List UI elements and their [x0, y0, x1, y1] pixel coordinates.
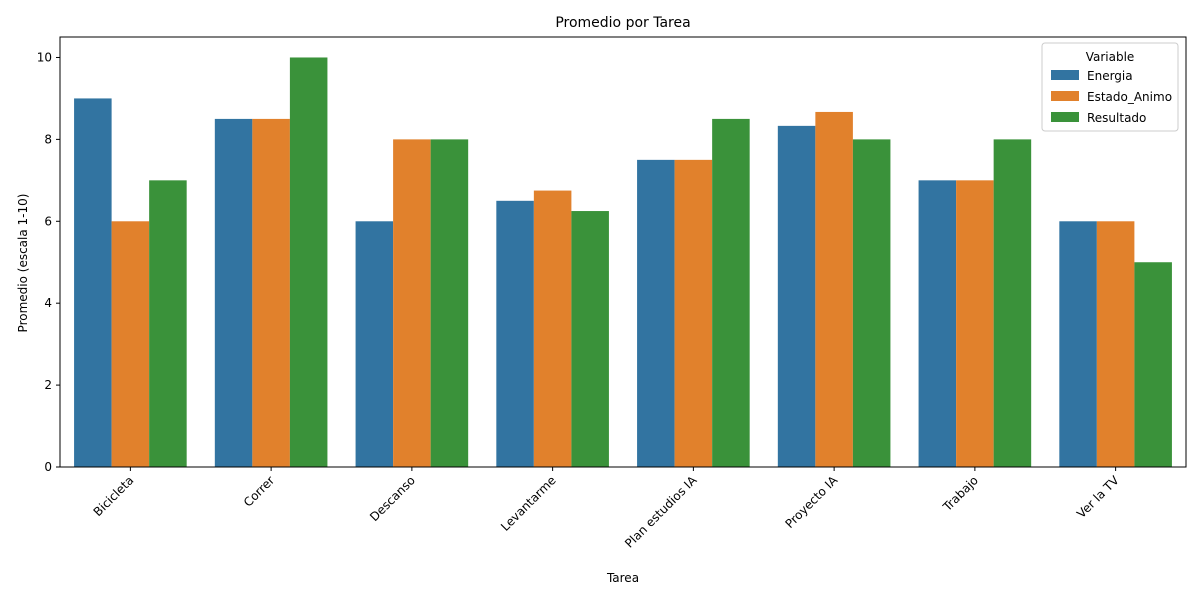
x-tick-label: Levantarme	[498, 473, 559, 534]
bar-estado-animo	[111, 221, 150, 467]
bar-estado-animo	[1096, 221, 1135, 467]
x-axis-title: Tarea	[606, 571, 639, 585]
bar-energia	[777, 125, 816, 467]
chart-title: Promedio por Tarea	[555, 15, 690, 31]
legend-label-energia: Energia	[1087, 69, 1133, 83]
bar-resultado	[149, 180, 187, 468]
bar-estado-animo	[533, 190, 572, 468]
bar-energia	[496, 200, 534, 468]
bar-estado-animo	[674, 159, 713, 467]
bar-resultado	[289, 57, 328, 467]
bar-energia	[1059, 221, 1097, 467]
legend-frame	[1041, 42, 1179, 132]
legend-swatch-estado-animo	[1051, 91, 1079, 101]
legend-swatch-resultado	[1051, 112, 1079, 122]
x-tick-label: Ver la TV	[1074, 473, 1122, 521]
legend-title: Variable	[1086, 50, 1135, 64]
bar-resultado	[852, 139, 891, 467]
bar-estado-animo	[393, 139, 431, 467]
y-axis-title: Promedio (escala 1-10)	[16, 194, 30, 333]
x-tick-label: Trabajo	[940, 473, 981, 514]
legend-swatch-energia	[1051, 70, 1079, 80]
bar-energia	[74, 98, 112, 467]
legend-label-resultado: Resultado	[1087, 111, 1146, 125]
x-tick-label: Proyecto IA	[782, 473, 840, 531]
y-tick-label: 4	[44, 296, 52, 310]
legend: Variable Energia Estado_Animo Resultado	[1041, 42, 1179, 132]
bar-resultado	[430, 139, 469, 467]
bar-estado-animo	[956, 180, 994, 468]
x-tick-label: Plan estudios IA	[622, 473, 700, 551]
bar-resultado	[712, 118, 750, 468]
bar-estado-animo	[815, 111, 853, 467]
x-tick-label: Descanso	[367, 473, 418, 524]
x-tick-label: Bicicleta	[91, 473, 137, 519]
y-tick-label: 0	[44, 460, 52, 474]
legend-items: Energia Estado_Animo Resultado	[1051, 69, 1172, 125]
bars-layer	[74, 57, 1172, 468]
bar-energia	[214, 118, 253, 468]
bar-estado-animo	[252, 118, 290, 468]
bar-energia	[355, 221, 394, 467]
bar-resultado	[993, 139, 1032, 467]
bar-energia	[637, 159, 675, 467]
bar-energia	[918, 180, 957, 468]
legend-label-estado-animo: Estado_Animo	[1087, 90, 1172, 104]
y-tick-label: 8	[44, 132, 52, 146]
y-tick-label: 10	[37, 50, 52, 64]
plot-frame	[59, 36, 1187, 468]
x-tick-label: Correr	[241, 473, 277, 509]
bar-resultado	[1134, 262, 1172, 467]
y-tick-label: 6	[44, 214, 52, 228]
y-tick-label: 2	[44, 378, 52, 392]
bar-resultado	[571, 211, 609, 467]
